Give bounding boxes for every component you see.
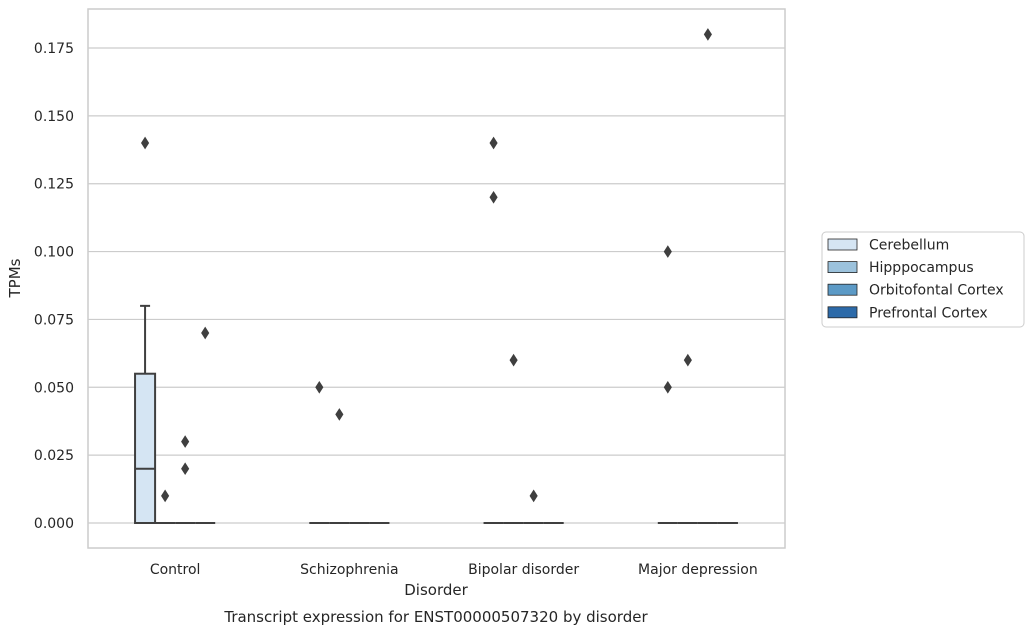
legend-swatch xyxy=(827,306,858,319)
outlier-point xyxy=(315,380,324,394)
box-group xyxy=(155,489,176,524)
legend: Cerebellum Hipppocampus Orbitofontal Corte… xyxy=(821,231,1025,328)
box-group xyxy=(483,136,504,524)
legend-label: Hipppocampus xyxy=(869,260,974,276)
box-elements xyxy=(134,28,738,525)
outlier-point xyxy=(201,326,210,340)
x-tick-labels: Control Schizophrenia Bipolar disorder Majo… xyxy=(150,562,758,578)
legend-label: Cerebellum xyxy=(869,238,949,254)
box-group xyxy=(134,136,157,525)
box-group xyxy=(523,489,544,524)
legend-swatch xyxy=(827,261,858,274)
box-group xyxy=(175,435,196,524)
y-axis-label: TPMs xyxy=(6,258,24,298)
outlier-point xyxy=(683,353,692,367)
outlier-point xyxy=(181,435,190,448)
box-group xyxy=(329,408,350,524)
y-tick-label: 0.075 xyxy=(34,312,74,328)
outlier-point xyxy=(509,353,518,367)
y-tick-label: 0.150 xyxy=(34,109,74,125)
legend-swatch xyxy=(827,238,858,251)
y-tick-label: 0.175 xyxy=(34,41,74,57)
y-tick-label: 0.125 xyxy=(34,177,74,193)
outlier-point xyxy=(181,462,190,476)
x-tick-label: Schizophrenia xyxy=(300,562,398,578)
box-group xyxy=(657,245,678,524)
outlier-point xyxy=(703,28,712,41)
outlier-point xyxy=(161,489,170,503)
outlier-point xyxy=(663,245,672,258)
legend-frame xyxy=(821,231,1025,328)
outlier-point xyxy=(529,489,538,503)
outlier-point xyxy=(140,136,150,150)
box-group xyxy=(503,353,524,524)
box-group xyxy=(309,380,330,524)
legend-label: Prefrontal Cortex xyxy=(869,305,988,321)
box xyxy=(134,372,157,525)
y-tick-label: 0.000 xyxy=(34,516,74,532)
box-group xyxy=(697,28,718,524)
plot-frame xyxy=(87,8,786,549)
x-tick-label: Control xyxy=(150,562,201,578)
y-tick-label: 0.025 xyxy=(34,448,74,464)
outlier-point xyxy=(335,408,344,421)
outlier-point xyxy=(663,380,672,394)
y-tick-label: 0.100 xyxy=(34,245,74,261)
outlier-point xyxy=(489,136,498,150)
box-group xyxy=(195,326,216,524)
y-tick-labels: 0.000 0.025 0.050 0.075 0.100 0.125 0.150 0.175 xyxy=(34,41,74,532)
outlier-point xyxy=(489,190,498,204)
legend-swatch xyxy=(827,283,858,296)
x-tick-label: Bipolar disorder xyxy=(468,562,579,578)
chart-title: Transcript expression for ENST0000050732… xyxy=(223,608,648,626)
x-tick-label: Major depression xyxy=(638,562,758,578)
y-tick-label: 0.050 xyxy=(34,380,74,396)
box-group xyxy=(677,353,698,524)
x-axis-label: Disorder xyxy=(404,581,468,599)
legend-label: Orbitofontal Cortex xyxy=(869,283,1004,299)
